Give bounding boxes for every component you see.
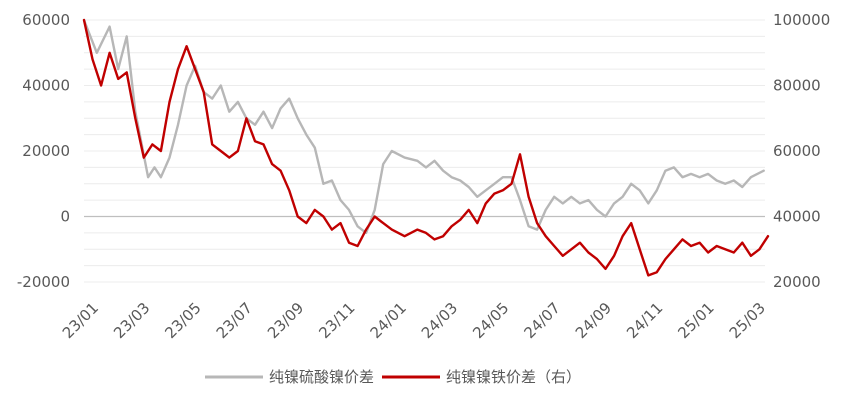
right-tick-label: 60000 — [773, 142, 821, 160]
x-tick-label: 24/11 — [623, 299, 666, 342]
x-tick-label: 23/05 — [161, 299, 204, 342]
left-tick-label: -20000 — [17, 273, 70, 291]
legend-label: 纯镍硫酸镍价差 — [269, 368, 374, 386]
x-tick-label: 24/09 — [572, 299, 615, 342]
left-tick-label: 20000 — [22, 142, 70, 160]
right-tick-label: 40000 — [773, 208, 821, 226]
left-y-axis: -20000 0 20000 40000 60000 — [17, 11, 70, 291]
legend: 纯镍硫酸镍价差 纯镍镍铁价差（右） — [205, 368, 581, 386]
right-y-axis: 20000 40000 60000 80000 100000 — [773, 11, 830, 291]
x-tick-label: 23/11 — [315, 299, 358, 342]
right-tick-label: 80000 — [773, 77, 821, 95]
series-line-nickel-ferronickel-spread — [82, 18, 770, 277]
series-line-nickel-sulfate-spread — [82, 18, 765, 235]
x-tick-label: 23/09 — [264, 299, 307, 342]
x-tick-label: 23/01 — [59, 299, 102, 342]
left-tick-label: 60000 — [22, 11, 70, 29]
left-tick-label: 40000 — [22, 77, 70, 95]
x-tick-label: 25/03 — [726, 299, 769, 342]
x-tick-label: 24/07 — [521, 299, 564, 342]
x-tick-label: 25/01 — [674, 299, 717, 342]
left-tick-label: 0 — [60, 208, 70, 226]
x-tick-label: 23/07 — [213, 299, 256, 342]
x-axis: 23/01 23/03 23/05 23/07 23/09 23/11 24/01 24/03… — [59, 299, 769, 342]
legend-label: 纯镍镍铁价差（右） — [446, 368, 581, 386]
x-tick-label: 23/03 — [110, 299, 153, 342]
gridlines — [84, 19, 765, 283]
right-tick-label: 20000 — [773, 273, 821, 291]
x-tick-label: 24/05 — [469, 299, 512, 342]
right-tick-label: 100000 — [773, 11, 830, 29]
series-lines — [82, 18, 770, 277]
x-tick-label: 24/03 — [418, 299, 461, 342]
x-tick-label: 24/01 — [367, 299, 410, 342]
